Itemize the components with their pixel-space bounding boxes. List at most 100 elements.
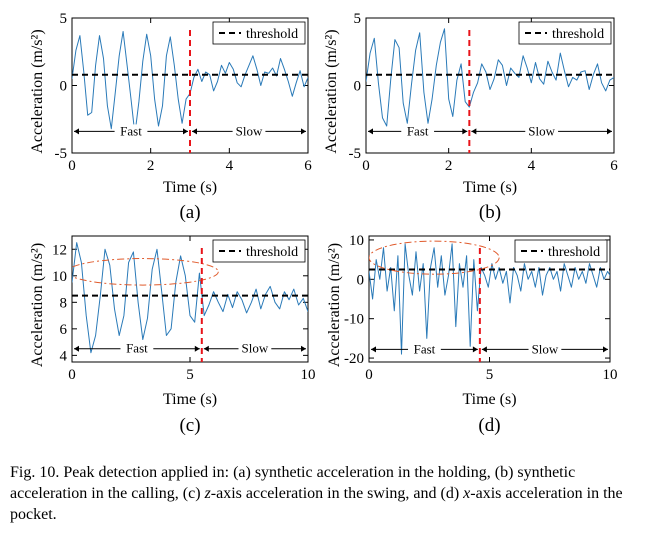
acceleration-line	[72, 242, 308, 354]
x-tick-label: 0	[365, 367, 373, 383]
slow-segment-label: Slow	[236, 123, 263, 138]
y-tick-label: 10	[349, 233, 364, 249]
x-axis-title: Time (s)	[462, 391, 516, 408]
x-tick-label: 0	[362, 158, 370, 174]
x-tick-label: 10	[301, 367, 316, 383]
legend-box	[514, 239, 608, 263]
x-tick-label: 0	[68, 158, 76, 174]
legend-box	[212, 239, 306, 263]
x-tick-label: 6	[304, 158, 312, 174]
highlight-ellipse	[369, 240, 500, 275]
caption-text-a: Peak detection applied in: (a) synthetic…	[10, 464, 576, 502]
panel-c: 0 5 10 4 6 8 10 12 Time (s) Acceleration (m/s²) (c…	[29, 235, 316, 436]
panel-letter: (d)	[478, 415, 500, 436]
y-tick-label: 6	[60, 322, 68, 338]
slow-segment-label: Slow	[532, 341, 559, 356]
y-tick-label: 0	[357, 272, 365, 288]
acceleration-line	[369, 243, 610, 355]
slow-segment-arrowhead-left	[481, 346, 487, 353]
y-tick-label: 8	[60, 295, 68, 311]
plot-area	[72, 30, 308, 153]
x-tick-label: 6	[610, 158, 618, 174]
slow-segment-label: Slow	[528, 123, 555, 138]
legend-box	[212, 21, 306, 45]
slow-segment-arrowhead-left	[203, 345, 209, 352]
fast-segment-label-bg	[114, 124, 148, 138]
legend-threshold-label: threshold	[548, 245, 600, 260]
y-tick-label: -10	[344, 312, 364, 328]
y-axis-title: Acceleration (m/s²)	[29, 243, 46, 367]
y-axis-title: Acceleration (m/s²)	[323, 29, 340, 153]
panel-letter: (c)	[179, 415, 200, 436]
fast-segment-arrowhead-right	[183, 128, 188, 135]
x-tick-label: 0	[68, 367, 76, 383]
slow-segment-label-bg	[238, 341, 272, 355]
y-tick-label: 5	[354, 11, 362, 27]
fast-segment-label: Fast	[120, 123, 142, 138]
legend-threshold-label: threshold	[246, 245, 298, 260]
y-tick-label: -5	[55, 146, 68, 162]
x-tick-label: 2	[147, 158, 155, 174]
fast-segment-arrowhead-left	[371, 346, 376, 353]
fast-segment-label-bg	[401, 124, 435, 138]
caption-var-z: z	[204, 485, 211, 502]
x-tick-label: 2	[445, 158, 453, 174]
slow-segment-arrowhead-right	[603, 346, 608, 353]
caption-var-x: x	[463, 485, 471, 502]
fast-segment-arrowhead-right	[462, 128, 468, 135]
fast-segment-label-bg	[408, 342, 441, 356]
panel-d: 0 5 10 -20 -10 0 10 Time (s) Acceleration (m/s²)…	[326, 233, 618, 436]
slow-segment-arrowhead-right	[301, 128, 306, 135]
fast-segment-label: Fast	[407, 123, 429, 138]
legend-threshold-label: threshold	[552, 27, 604, 42]
fast-segment-arrowhead-left	[74, 345, 79, 352]
y-axis-title: Acceleration (m/s²)	[326, 243, 343, 367]
y-axis-title: Acceleration (m/s²)	[29, 29, 46, 153]
fast-segment-label: Fast	[414, 341, 436, 356]
y-tick-label: 4	[60, 348, 68, 364]
fast-segment-arrowhead-right	[194, 345, 200, 352]
fast-segment-arrowhead-left	[74, 128, 79, 135]
legend-threshold-label: threshold	[246, 27, 298, 42]
plot-area	[366, 28, 614, 153]
y-tick-label: 5	[60, 11, 68, 27]
y-tick-label: 12	[52, 242, 67, 258]
x-axis-title: Time (s)	[163, 391, 217, 408]
x-tick-label: 5	[486, 367, 494, 383]
slow-segment-arrowhead-right	[301, 345, 306, 352]
y-tick-label: -20	[344, 351, 364, 367]
caption-text-c: -axis acceleration in the pocket.	[10, 485, 623, 523]
x-axis-title: Time (s)	[163, 179, 217, 196]
y-tick-label: 10	[52, 269, 67, 285]
y-tick-label: -5	[349, 146, 362, 162]
caption-text-b: -axis acceleration in the swing, and (d)	[210, 485, 464, 502]
x-tick-label: 4	[226, 158, 234, 174]
slow-segment-label-bg	[528, 342, 562, 356]
x-tick-label: 10	[603, 367, 618, 383]
y-tick-label: 0	[354, 79, 362, 95]
plot-area	[369, 240, 610, 362]
x-tick-label: 4	[528, 158, 536, 174]
fast-segment-arrowhead-right	[472, 346, 478, 353]
fast-segment-label-bg	[120, 341, 154, 355]
slow-segment-arrowhead-left	[471, 128, 477, 135]
slow-segment-arrowhead-right	[607, 128, 612, 135]
panel-letter: (b)	[479, 202, 501, 223]
caption-label: Fig. 10.	[10, 464, 60, 481]
fast-segment-label: Fast	[126, 341, 148, 356]
figure-caption: Fig. 10. Peak detection applied in: (a) …	[10, 462, 642, 525]
fast-segment-arrowhead-left	[368, 128, 373, 135]
slow-segment-label: Slow	[242, 341, 269, 356]
plot-area	[72, 242, 308, 362]
panel-letter: (a)	[179, 202, 200, 223]
slow-segment-label-bg	[232, 124, 266, 138]
y-tick-label: 0	[60, 79, 68, 95]
legend-box	[518, 21, 612, 45]
x-axis-title: Time (s)	[463, 179, 517, 196]
highlight-ellipse	[72, 258, 219, 286]
slow-segment-label-bg	[525, 124, 559, 138]
x-tick-label: 5	[186, 367, 194, 383]
